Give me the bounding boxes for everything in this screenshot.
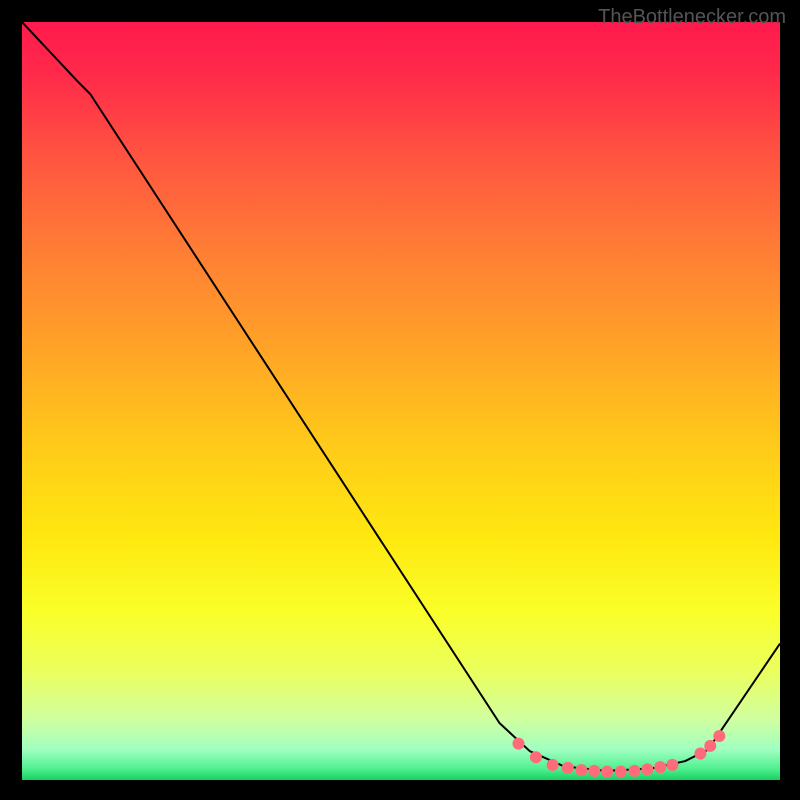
- data-marker: [575, 764, 587, 776]
- data-marker: [601, 766, 613, 778]
- data-marker: [615, 766, 627, 778]
- data-marker: [588, 765, 600, 777]
- chart-svg: [22, 22, 780, 780]
- data-marker: [512, 738, 524, 750]
- data-marker: [666, 759, 678, 771]
- data-marker: [641, 763, 653, 775]
- watermark-text: TheBottlenecker.com: [598, 6, 786, 29]
- data-marker: [530, 751, 542, 763]
- chart-background: [22, 22, 780, 780]
- data-marker: [694, 747, 706, 759]
- data-marker: [562, 762, 574, 774]
- data-marker: [713, 730, 725, 742]
- data-marker: [704, 740, 716, 752]
- data-marker: [654, 761, 666, 773]
- data-marker: [628, 765, 640, 777]
- data-marker: [547, 759, 559, 771]
- chart-container: [22, 22, 780, 780]
